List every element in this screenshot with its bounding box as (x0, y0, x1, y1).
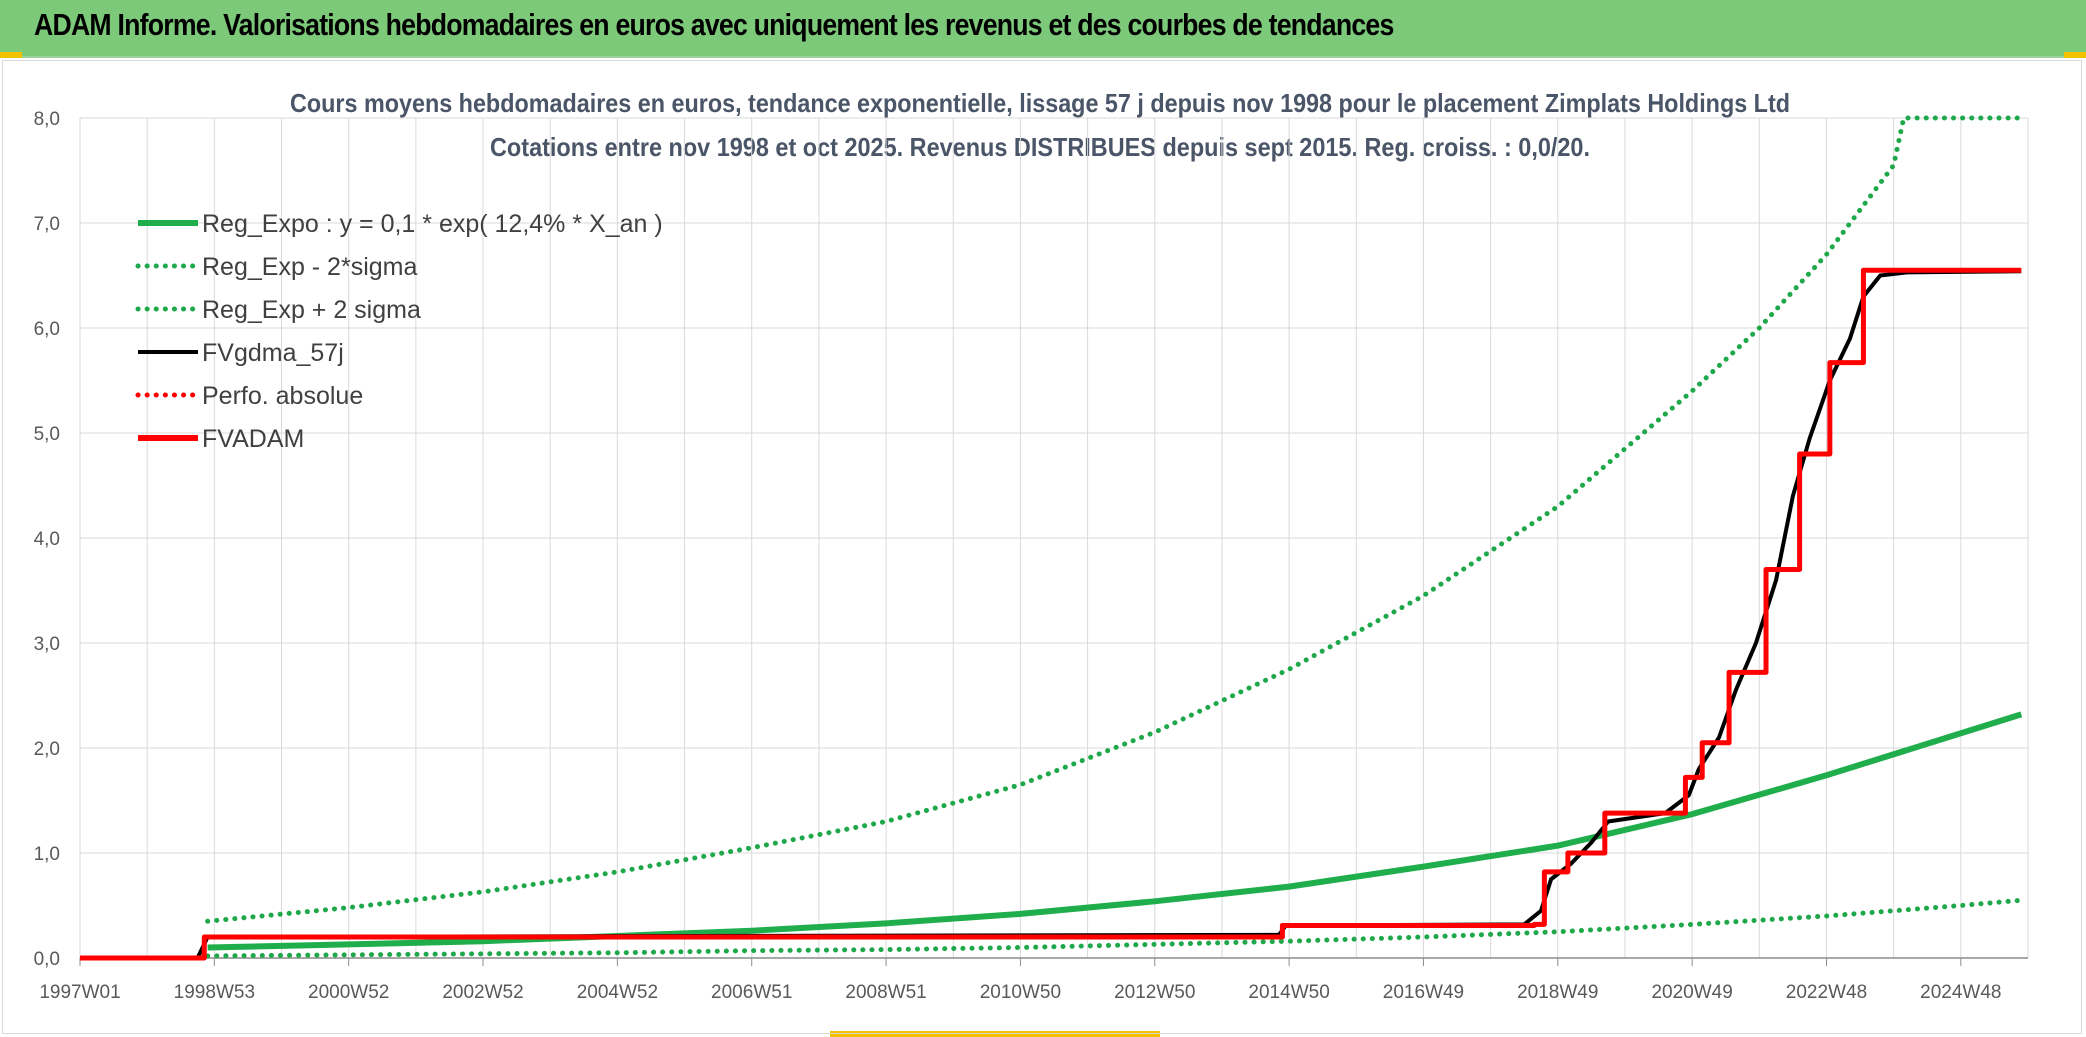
legend-label: FVgdma_57j (202, 339, 344, 367)
x-tick-label: 2010W50 (980, 982, 1061, 1003)
y-tick-label: 2,0 (34, 739, 60, 760)
series-layer (80, 115, 2024, 961)
series-line-3 (80, 269, 2022, 960)
chart-title-line1: Cours moyens hebdomadaires en euros, ten… (290, 88, 1790, 118)
corner-mark-right (2064, 52, 2086, 58)
y-tick-label: 6,0 (34, 319, 60, 340)
x-tick-label: 2016W49 (1383, 982, 1464, 1003)
x-tick-label: 2008W51 (845, 982, 926, 1003)
y-tick-label: 7,0 (34, 214, 60, 235)
y-tick-label: 5,0 (34, 424, 60, 445)
chart-title-line2: Cotations entre nov 1998 et oct 2025. Re… (490, 132, 1590, 162)
series-line-0 (207, 711, 2023, 951)
corner-mark-left (0, 52, 22, 58)
axes: 0,0 1,0 2,0 3,0 4,0 5,0 6,0 7,0 8,0 1997W01 1998W5… (34, 109, 2028, 1003)
x-tick-label: 1997W01 (39, 982, 120, 1003)
x-tick-label: 2004W52 (577, 982, 658, 1003)
x-tick-label: 2014W50 (1248, 982, 1329, 1003)
x-tick-label: 2000W52 (308, 982, 389, 1003)
y-tick-label: 3,0 (34, 634, 60, 655)
corner-mark-bottom (830, 1031, 1160, 1037)
x-tick-label: 2018W49 (1517, 982, 1598, 1003)
legend-label: Reg_Exp - 2*sigma (202, 253, 417, 281)
x-tick-label: 2024W48 (1920, 982, 2001, 1003)
legend-label: Reg_Expo : y = 0,1 * exp( 12,4% * X_an ) (202, 210, 663, 238)
report-header: ADAM Informe. Valorisations hebdomadaire… (0, 0, 2086, 58)
y-tick-label: 1,0 (34, 844, 60, 865)
legend-label: FVADAM (202, 425, 304, 453)
y-tick-label: 4,0 (34, 529, 60, 550)
legend: Reg_Expo : y = 0,1 * exp( 12,4% * X_an )… (135, 210, 663, 453)
x-tick-label: 2020W49 (1651, 982, 1732, 1003)
legend-label: Perfo. absolue (202, 382, 363, 410)
x-tick-label: 2002W52 (442, 982, 523, 1003)
chart-frame (2, 60, 2082, 1034)
x-tick-label: 1998W53 (174, 982, 255, 1003)
series-line-4 (80, 267, 2022, 961)
report-title: ADAM Informe. Valorisations hebdomadaire… (34, 7, 1394, 42)
x-tick-label: 2012W50 (1114, 982, 1195, 1003)
series-line-1 (205, 897, 2024, 959)
series-line-2 (205, 115, 2024, 924)
legend-label: Reg_Exp + 2 sigma (202, 296, 421, 324)
x-tick-label: 2006W51 (711, 982, 792, 1003)
y-tick-label: 8,0 (34, 109, 60, 130)
y-tick-label: 0,0 (34, 949, 60, 970)
grid (79, 117, 2029, 959)
x-tick-label: 2022W48 (1786, 982, 1867, 1003)
